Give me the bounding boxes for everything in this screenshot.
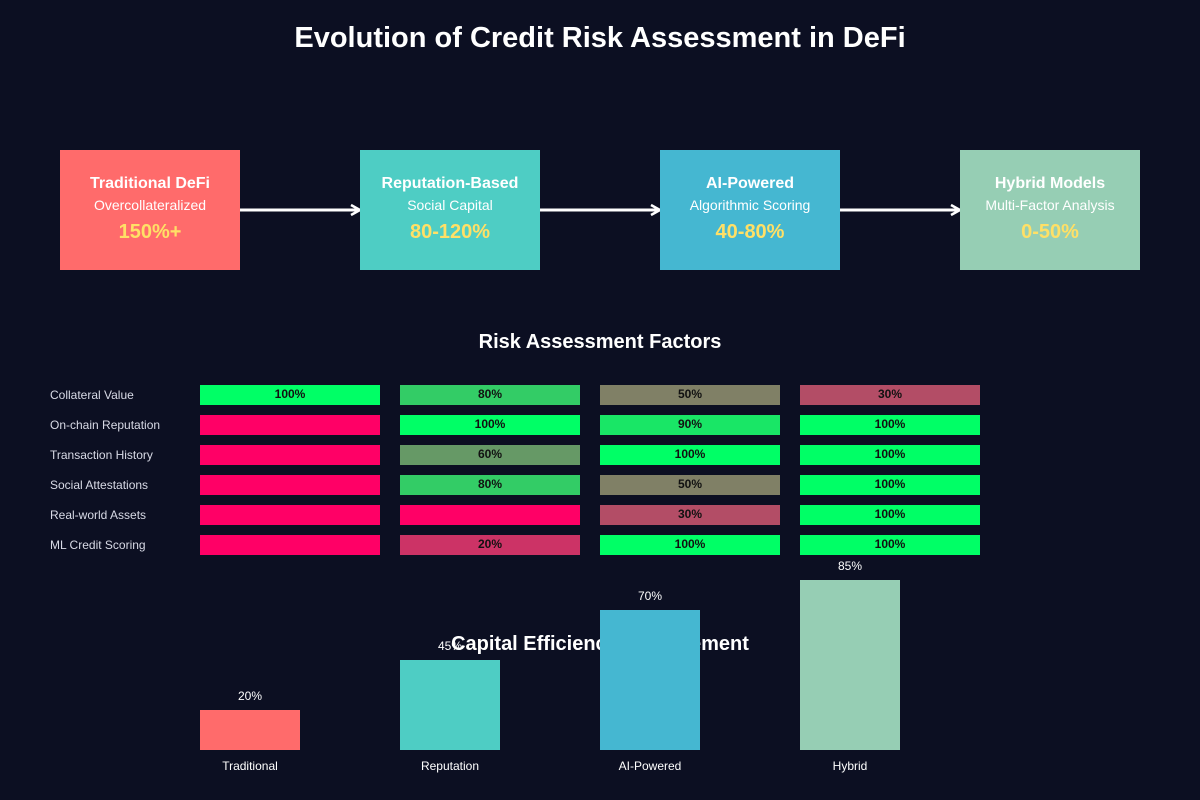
factor-cell: 100% xyxy=(400,415,580,435)
factor-cell: 100% xyxy=(600,445,780,465)
factor-label: On-chain Reputation xyxy=(50,418,161,432)
chart-bar xyxy=(200,710,300,750)
stage-subtitle: Multi-Factor Analysis xyxy=(985,197,1115,213)
factor-cell xyxy=(200,415,380,435)
factor-cell xyxy=(200,475,380,495)
stage-name: Reputation-Based xyxy=(381,175,519,192)
factor-cell: 100% xyxy=(800,475,980,495)
factor-cell xyxy=(200,505,380,525)
stage-subtitle: Social Capital xyxy=(407,197,493,213)
factor-cell: 100% xyxy=(800,505,980,525)
chart-bar xyxy=(400,660,500,750)
chart-bar xyxy=(600,610,700,750)
arrow-right-icon xyxy=(840,203,963,217)
factors-title: Risk Assessment Factors xyxy=(478,331,722,353)
factor-label: Collateral Value xyxy=(50,388,134,402)
factor-cell: 100% xyxy=(800,535,980,555)
factor-cell xyxy=(200,445,380,465)
bar-value-label: 45% xyxy=(437,639,463,653)
factor-cell: 80% xyxy=(400,475,580,495)
stage-value: 0-50% xyxy=(1021,221,1079,243)
factor-cell: 30% xyxy=(600,505,780,525)
factor-cell: 100% xyxy=(800,415,980,435)
factor-label: Social Attestations xyxy=(50,478,149,492)
bar-value-label: 70% xyxy=(637,589,663,603)
stage-name: Traditional DeFi xyxy=(89,175,210,192)
factor-label: ML Credit Scoring xyxy=(50,538,146,552)
factor-label: Real-world Assets xyxy=(50,508,147,522)
factor-cell: 100% xyxy=(800,445,980,465)
arrow-right-icon xyxy=(540,203,663,217)
stage-subtitle: Overcollateralized xyxy=(93,197,207,213)
stage-card: Traditional DeFi Overcollateralized 150%+ xyxy=(60,150,240,270)
stage-value: 40-80% xyxy=(715,221,785,243)
factor-cell: 50% xyxy=(600,385,780,405)
stage-card: AI-Powered Algorithmic Scoring 40-80% xyxy=(660,150,840,270)
stage-name: AI-Powered xyxy=(705,175,794,192)
factor-cell xyxy=(200,535,380,555)
stage-name: Hybrid Models xyxy=(994,175,1106,192)
factor-cell: 90% xyxy=(600,415,780,435)
stage-card: Hybrid Models Multi-Factor Analysis 0-50% xyxy=(960,150,1140,270)
factor-cell: 80% xyxy=(400,385,580,405)
stage-value: 150%+ xyxy=(118,221,182,243)
bar-category-label: Hybrid xyxy=(832,759,868,773)
bar-category-label: Reputation xyxy=(420,759,480,773)
factor-label: Transaction History xyxy=(50,448,153,462)
bar-category-label: AI-Powered xyxy=(618,759,682,773)
factor-cell: 100% xyxy=(600,535,780,555)
bar-value-label: 20% xyxy=(237,689,263,703)
factor-cell: 60% xyxy=(400,445,580,465)
factor-cell: 50% xyxy=(600,475,780,495)
factor-cell xyxy=(400,505,580,525)
stage-subtitle: Algorithmic Scoring xyxy=(689,197,811,213)
page-title: Evolution of Credit Risk Assessment in D… xyxy=(294,22,906,54)
stage-value: 80-120% xyxy=(409,221,491,243)
bar-category-label: Traditional xyxy=(222,759,278,773)
factor-cell: 20% xyxy=(400,535,580,555)
factor-cell: 100% xyxy=(200,385,380,405)
factor-cell: 30% xyxy=(800,385,980,405)
arrow-right-icon xyxy=(240,203,363,217)
bar-value-label: 85% xyxy=(837,559,863,573)
chart-bar xyxy=(800,580,900,750)
stage-card: Reputation-Based Social Capital 80-120% xyxy=(360,150,540,270)
